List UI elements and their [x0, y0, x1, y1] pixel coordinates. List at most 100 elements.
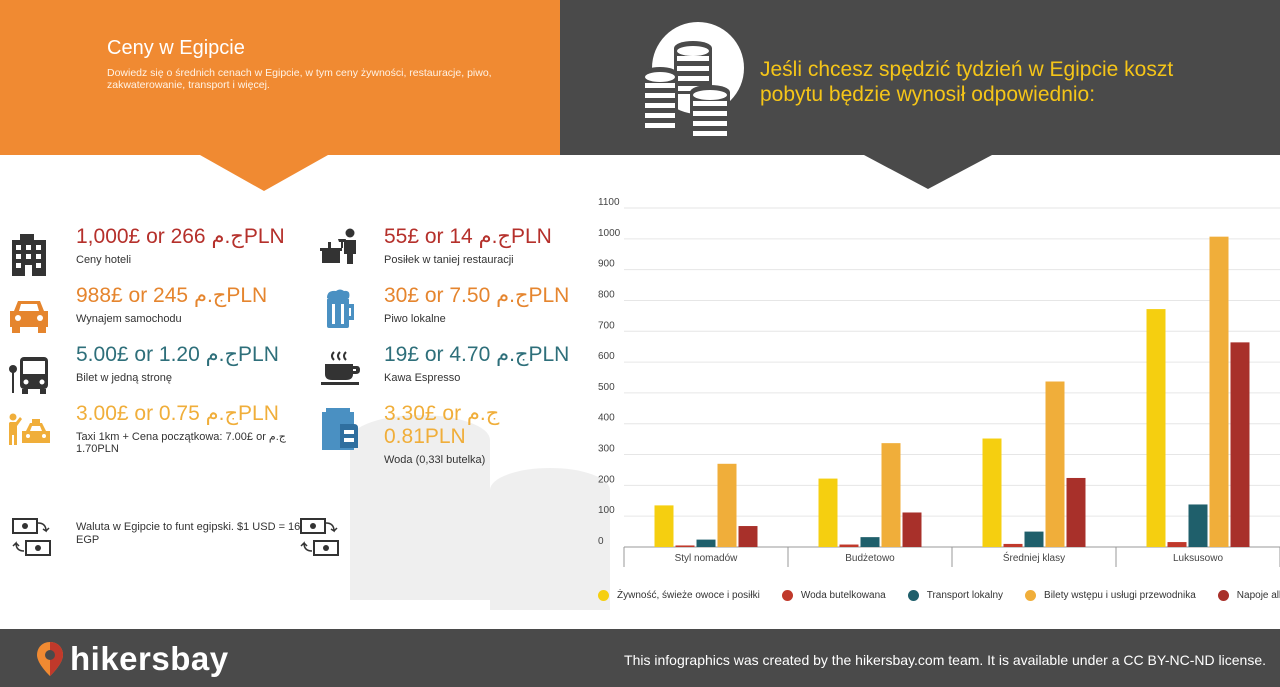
price-label: Taxi 1km + Cena początkowa: 7.00£ or ج.م…	[76, 431, 286, 455]
y-tick-label: 300	[598, 444, 615, 455]
y-tick-label: 0	[598, 536, 604, 547]
chart-bar	[696, 539, 716, 547]
chart-bar	[818, 478, 838, 547]
chart-bar	[1024, 531, 1044, 547]
price-item-local-beer: 30£ or 7.50 ج.مPLN Piwo lokalne	[384, 284, 569, 325]
legend-swatch	[1217, 589, 1229, 601]
legend-swatch	[907, 589, 919, 601]
coffee-cup-icon	[321, 351, 360, 385]
legend-label: Bilety wstępu i usługi przewodnika	[1044, 589, 1196, 601]
price-value: 55£ or 14 ج.مPLN	[384, 225, 552, 248]
coin-stacks-icon	[642, 22, 744, 146]
chart-bar	[1167, 542, 1187, 547]
x-tick-label: Średniej klasy	[1003, 551, 1065, 564]
chart-bar	[982, 438, 1002, 547]
x-tick-label: Budżetowo	[845, 553, 895, 564]
price-value: 3.30£ or ج.م 0.81PLN	[384, 402, 500, 448]
chart-headline: Jeśli chcesz spędzić tydzień w Egipcie k…	[760, 58, 1174, 106]
page-title: Ceny w Egipcie	[107, 37, 245, 59]
map-pin-icon	[37, 642, 63, 676]
price-label: Ceny hoteli	[76, 254, 132, 266]
hotel-building-icon	[12, 234, 46, 276]
price-label: Posiłek w taniej restauracji	[384, 254, 514, 266]
price-value: 988£ or 245 ج.مPLN	[76, 284, 268, 307]
y-tick-label: 600	[598, 351, 615, 362]
price-item-car-rental: 988£ or 245 ج.مPLN Wynajem samochodu	[76, 284, 267, 325]
water-bottle-icon	[322, 408, 358, 450]
beer-mug-icon	[327, 289, 354, 328]
legend-label: Napoje alkoholowe	[1236, 589, 1280, 601]
legend-swatch	[1025, 589, 1037, 601]
chart-bar	[902, 512, 922, 547]
car-icon	[10, 301, 48, 333]
brand-logo[interactable]: hikersbay	[36, 639, 229, 679]
price-item-water: 3.30£ or ج.م 0.81PLN Woda (0,33l butelka…	[384, 402, 534, 466]
y-tick-label: 1000	[598, 228, 621, 239]
price-value: 1,000£ or 266 ج.مPLN	[76, 225, 285, 248]
license-text: This infographics was created by the hik…	[624, 652, 1266, 668]
chart-bar	[1230, 342, 1250, 547]
chart-legend: Żywność, świeże owoce i posiłki Woda but…	[598, 587, 1280, 603]
price-item-hotel: 1,000£ or 266 ج.مPLN Ceny hoteli	[76, 225, 285, 266]
legend-item: Żywność, świeże owoce i posiłki	[598, 589, 760, 601]
y-tick-label: 1100	[598, 197, 620, 208]
y-tick-label: 100	[598, 505, 615, 516]
chart-bar	[1146, 309, 1166, 547]
currency-note: Waluta w Egipcie to funt egipski. $1 USD…	[76, 521, 301, 546]
y-tick-label: 400	[598, 413, 615, 424]
price-label: Bilet w jedną stronę	[76, 372, 172, 384]
price-value: 3.00£ or 0.75 ج.مPLN	[76, 402, 279, 425]
header-left-notch	[200, 155, 328, 191]
chart-bar	[738, 526, 758, 547]
brand-name: hikersbay	[70, 640, 229, 677]
cost-bar-chart: 0 100 200 300 400 500 600 700 800 900 1000 1100 Styl…	[598, 197, 1280, 567]
chart-bar	[839, 544, 859, 547]
price-label: Wynajem samochodu	[76, 313, 182, 325]
chart-bar	[1045, 381, 1065, 547]
y-tick-label: 700	[598, 320, 615, 331]
watermark-coins-icon	[350, 415, 610, 610]
taxi-icon	[9, 413, 50, 445]
legend-item: Transport lokalny	[907, 589, 1004, 601]
chart-bar	[717, 463, 737, 547]
price-label: Woda (0,33l butelka)	[384, 454, 486, 466]
chart-bar	[881, 443, 901, 547]
legend-label: Woda butelkowana	[800, 589, 886, 601]
legend-item: Woda butelkowana	[781, 589, 886, 601]
price-item-restaurant-meal: 55£ or 14 ج.مPLN Posiłek w taniej restau…	[384, 225, 552, 266]
price-label: Kawa Espresso	[384, 372, 461, 384]
currency-exchange-icon	[300, 518, 339, 556]
legend-swatch	[781, 589, 793, 601]
legend-swatch	[598, 589, 609, 601]
y-tick-label: 900	[598, 259, 615, 270]
bus-icon	[9, 357, 48, 394]
price-value: 19£ or 4.70 ج.مPLN	[384, 343, 570, 366]
page-subtitle: Dowiedz się o średnich cenach w Egipcie,…	[107, 67, 492, 91]
legend-item: Napoje alkoholowe	[1217, 589, 1280, 601]
header-right-notch	[864, 155, 992, 189]
header-left-panel	[0, 0, 560, 155]
footer-bar	[0, 629, 1280, 687]
price-item-taxi: 3.00£ or 0.75 ج.مPLN Taxi 1km + Cena poc…	[76, 402, 312, 455]
currency-exchange-icon	[12, 518, 51, 556]
waiter-icon	[320, 228, 356, 264]
price-item-espresso: 19£ or 4.70 ج.مPLN Kawa Espresso	[384, 343, 569, 384]
legend-label: Żywność, świeże owoce i posiłki	[617, 589, 760, 601]
chart-bar	[1209, 236, 1229, 548]
chart-bar	[1066, 477, 1086, 547]
y-tick-label: 500	[598, 382, 615, 393]
x-tick-label: Luksusowo	[1173, 553, 1223, 564]
price-item-bus-ticket: 5.00£ or 1.20 ج.مPLN Bilet w jedną stron…	[76, 343, 279, 384]
x-tick-label: Styl nomadów	[675, 553, 739, 564]
chart-bar	[860, 537, 880, 547]
y-tick-label: 200	[598, 474, 615, 485]
price-label: Piwo lokalne	[384, 313, 446, 325]
price-value: 30£ or 7.50 ج.مPLN	[384, 284, 570, 307]
price-value: 5.00£ or 1.20 ج.مPLN	[76, 343, 279, 366]
legend-label: Transport lokalny	[926, 589, 1004, 601]
chart-bar	[654, 505, 674, 547]
chart-bar	[1188, 504, 1208, 547]
legend-item: Bilety wstępu i usługi przewodnika	[1025, 589, 1196, 601]
chart-bar	[1003, 543, 1023, 547]
y-tick-label: 800	[598, 289, 615, 300]
